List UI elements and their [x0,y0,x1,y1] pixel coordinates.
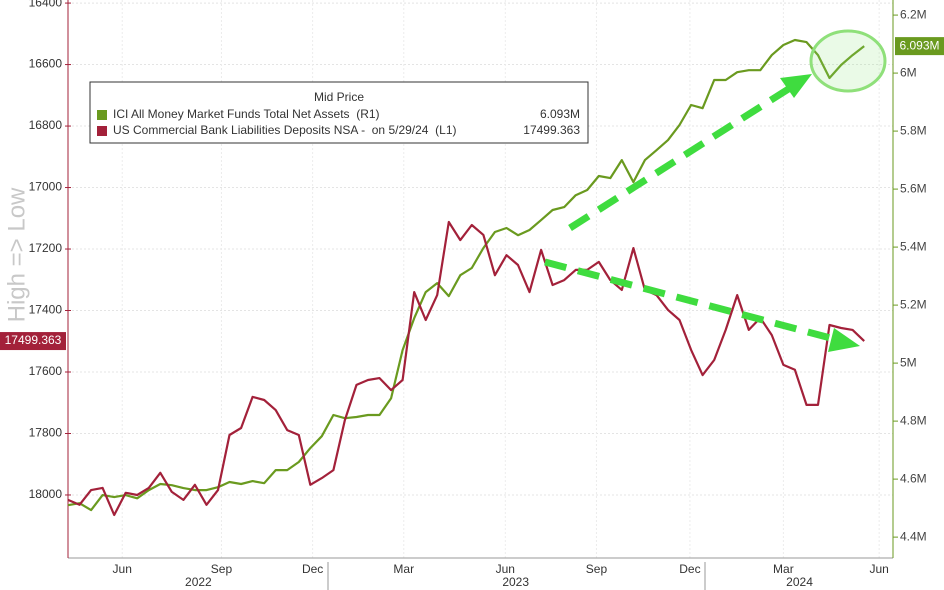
y2-tick-label: 6M [900,65,917,79]
x-tick-label: Sep [211,562,233,576]
x-tick-label: Dec [679,562,700,576]
legend-value: 6.093M [540,107,580,121]
y-tick-label: 17600 [29,364,63,378]
y-tick-label: 17200 [29,241,63,255]
y-tick-label: 17000 [29,180,63,194]
last-value-box [0,332,66,351]
legend-swatch [97,110,107,120]
legend-swatch [97,126,107,136]
year-label: 2024 [786,575,813,589]
x-tick-label: Jun [496,562,515,576]
axes: 16400 16600 16800 17000 17200 17400 17600 17800… [29,0,927,590]
y2-tick-label: 4.8M [900,413,927,427]
y-tick-label: 18000 [29,487,63,501]
trend-arrow [544,258,839,344]
x-tick-label: Sep [586,562,608,576]
series-line [67,220,865,517]
legend: Mid Price ICI All Money Market Funds Tot… [89,81,589,144]
legend-box [89,81,589,144]
y-tick-label: 17800 [29,426,63,440]
y-tick-label: 16400 [29,0,63,9]
y2-tick-label: 5.4M [900,239,927,253]
y2-tick-label: 6.2M [900,7,927,21]
year-label: 2023 [502,575,529,589]
y2-tick-label: 4.4M [900,529,927,543]
arrow-head [828,328,860,352]
lines [67,38,865,517]
y-tick-label: 17400 [29,303,63,317]
year-label: 2022 [185,575,212,589]
x-tick-label: Mar [773,562,794,576]
labels: 6.093M 17499.363 [0,37,944,351]
y2-tick-label: 5.6M [900,181,927,195]
legend-label: US Commercial Bank Liabilities Deposits … [113,123,456,137]
arrow-head [780,74,812,98]
last-value-label: 6.093M [899,38,939,52]
last-value-label: 17499.363 [5,333,62,347]
x-tick-label: Dec [302,562,323,576]
grid [68,0,893,558]
legend-title: Mid Price [314,90,364,104]
legend-value: 17499.363 [523,123,580,137]
y2-tick-label: 4.6M [900,471,927,485]
series-line [67,38,865,512]
annotations [544,29,887,352]
y2-tick-label: 5M [900,355,917,369]
y2-tick-label: 5.2M [900,297,927,311]
x-tick-label: Jun [113,562,132,576]
y2-tick-label: 5.8M [900,123,927,137]
last-value-box [895,37,944,56]
x-tick-label: Mar [393,562,414,576]
y-axis-label: High => Low [3,187,30,322]
legend-label: ICI All Money Market Funds Total Net Ass… [113,107,380,121]
highlight-ellipse [809,29,887,93]
x-tick-label: Jun [869,562,888,576]
y-tick-label: 16600 [29,57,63,71]
trend-arrow [568,85,792,231]
y-tick-label: 16800 [29,118,63,132]
